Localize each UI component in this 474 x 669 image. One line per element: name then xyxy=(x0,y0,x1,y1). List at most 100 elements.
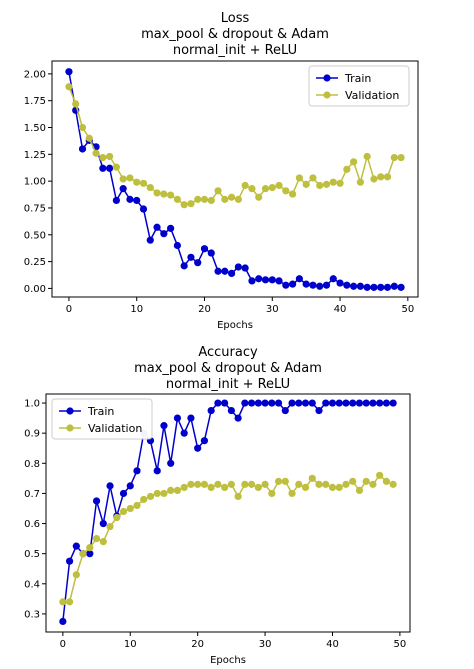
accuracy-series-train-point xyxy=(362,399,370,407)
loss-series-validation-point xyxy=(282,187,290,195)
loss-series-validation-point xyxy=(180,201,188,209)
loss-series-validation xyxy=(65,83,405,209)
accuracy-series-train-point xyxy=(328,399,337,407)
accuracy-series-train-point xyxy=(92,497,101,505)
accuracy-series-train-point xyxy=(214,399,222,407)
accuracy-series-validation-point xyxy=(362,477,370,485)
loss-series-train-point xyxy=(275,277,283,285)
loss-x-tick-label: 20 xyxy=(198,304,211,315)
accuracy-series-train-point xyxy=(301,399,310,407)
loss-series-train-point xyxy=(221,267,229,275)
loss-series-train-point xyxy=(302,280,310,288)
accuracy-series-train-point xyxy=(281,406,289,415)
loss-series-train-point xyxy=(65,68,73,76)
accuracy-series-train-point xyxy=(274,399,283,407)
loss-series-validation-point xyxy=(72,100,80,108)
loss-series-validation-point xyxy=(309,174,317,182)
loss-x-tick-label: 0 xyxy=(66,304,72,315)
accuracy-series-validation-point xyxy=(187,480,195,488)
accuracy-legend-swatch-marker xyxy=(66,424,74,432)
accuracy-series-validation-point xyxy=(194,480,202,488)
loss-x-tick-label: 40 xyxy=(334,304,347,315)
loss-plot-frame xyxy=(51,60,419,298)
accuracy-series-train-point xyxy=(247,399,256,407)
loss-series-train-point xyxy=(99,164,107,172)
accuracy-series-validation-point xyxy=(79,550,87,558)
accuracy-series-validation-point xyxy=(261,480,269,488)
loss-series-validation-point xyxy=(350,158,358,166)
loss-series-validation-point xyxy=(126,174,134,182)
loss-series-train-point xyxy=(295,275,303,283)
accuracy-series-train-point xyxy=(106,482,114,490)
accuracy-series-train-point xyxy=(133,467,141,475)
accuracy-legend-label-validation: Validation xyxy=(88,422,142,435)
accuracy-series-validation-point xyxy=(160,489,168,498)
loss-series-train-point xyxy=(261,276,270,284)
loss-series-validation-point xyxy=(248,185,256,193)
accuracy-series-train-point xyxy=(194,444,202,452)
accuracy-y-tick-label: 0.5 xyxy=(24,549,40,560)
loss-series-train-point xyxy=(309,281,317,289)
loss-series-validation-point xyxy=(160,190,168,198)
loss-series-validation-point xyxy=(99,153,107,162)
loss-series-validation-point xyxy=(146,183,154,192)
loss-series-train-point xyxy=(106,164,114,172)
loss-series-validation-point xyxy=(92,149,100,157)
loss-y-tick-label: 0.25 xyxy=(24,257,46,268)
loss-title-line-1: max_pool & dropout & Adam xyxy=(141,27,329,42)
accuracy-x-tick-label: 40 xyxy=(326,639,339,650)
accuracy-series-validation-point xyxy=(153,489,161,498)
accuracy-series-validation-point xyxy=(281,477,289,485)
accuracy-series-train-point xyxy=(167,459,175,467)
loss-series-train-point xyxy=(268,276,276,284)
accuracy-series-validation-point xyxy=(106,522,114,531)
loss-legend-box xyxy=(308,65,410,107)
accuracy-series-validation-point xyxy=(288,489,296,498)
accuracy-legend: Train Validation xyxy=(51,398,153,440)
loss-series-train xyxy=(65,68,405,291)
accuracy-title-line-2: normal_init + ReLU xyxy=(166,377,290,392)
accuracy-series-validation-point xyxy=(126,504,134,513)
loss-series-validation-point xyxy=(322,180,331,188)
loss-series-train-point xyxy=(139,205,148,213)
accuracy-legend-swatch-marker xyxy=(66,407,74,415)
loss-series-validation-point xyxy=(397,153,405,162)
loss-series-train-point xyxy=(228,269,236,277)
accuracy-series-validation-point xyxy=(146,492,155,501)
loss-series-validation-point xyxy=(119,175,127,183)
accuracy-series-validation-point xyxy=(214,480,222,488)
accuracy-y-tick-label: 0.7 xyxy=(24,489,40,500)
accuracy-series-validation-point xyxy=(241,480,249,488)
loss-series-train-point xyxy=(78,145,87,153)
accuracy-series-validation-point xyxy=(376,471,384,479)
loss-series-train-point xyxy=(167,224,175,232)
loss-series-train-point xyxy=(336,279,344,287)
loss-series-train-point xyxy=(356,282,364,290)
accuracy-series-validation-point xyxy=(133,501,141,510)
accuracy-title-line-0: Accuracy xyxy=(198,345,258,360)
loss-series-validation-point xyxy=(289,190,297,198)
accuracy-series-validation-point xyxy=(200,480,209,488)
accuracy-series-validation-point xyxy=(295,480,303,488)
accuracy-series-train-point xyxy=(389,399,397,407)
loss-series-train-point xyxy=(329,275,337,283)
accuracy-series-train-point xyxy=(322,399,330,407)
loss-series-train-point xyxy=(383,283,392,291)
accuracy-y-tick-label: 0.3 xyxy=(24,609,40,620)
loss-series-train-point xyxy=(234,263,242,271)
accuracy-series-train-point xyxy=(126,482,134,490)
loss-x-tick-label: 50 xyxy=(401,304,414,315)
accuracy-series-validation-point xyxy=(99,538,107,546)
loss-series-validation-point xyxy=(153,189,161,197)
loss-series-train-point xyxy=(200,245,209,253)
accuracy-series-train-point xyxy=(382,399,391,407)
accuracy-series-train-point xyxy=(221,399,229,407)
loss-y-tick-label: 1.00 xyxy=(24,177,46,188)
accuracy-series-train-point xyxy=(349,399,357,407)
accuracy-series-validation-point xyxy=(221,483,229,491)
accuracy-series-train-point xyxy=(254,399,262,407)
accuracy-series-validation-point xyxy=(247,480,256,488)
loss-series-validation-point xyxy=(228,193,236,201)
loss-legend-label-validation: Validation xyxy=(345,89,399,102)
accuracy-y-tick-label: 0.4 xyxy=(24,579,40,590)
